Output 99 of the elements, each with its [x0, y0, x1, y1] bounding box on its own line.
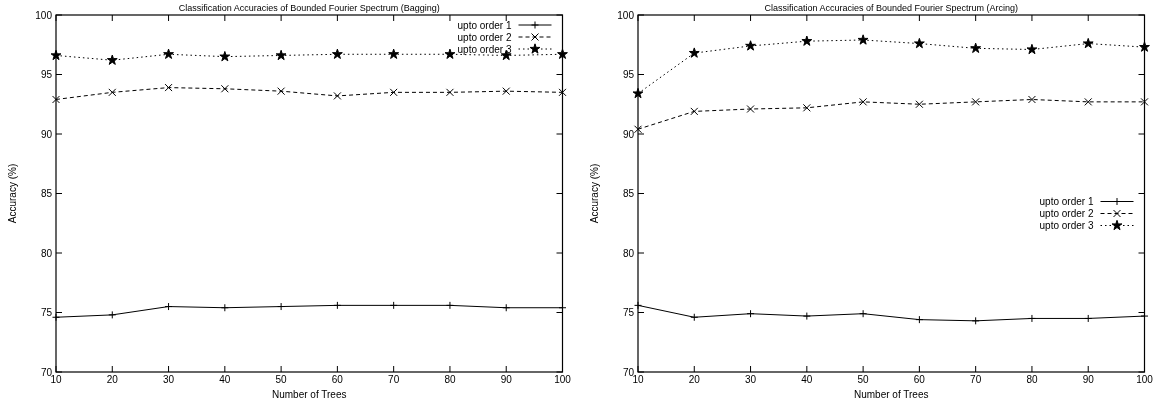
point	[1140, 97, 1148, 106]
x-tick-label: 20	[106, 374, 119, 386]
y-tick-label: 85	[40, 188, 53, 199]
point	[52, 313, 60, 322]
point	[108, 310, 117, 319]
x-tick-label: 30	[162, 374, 175, 386]
x-tick-label: 40	[219, 374, 231, 386]
point	[1027, 95, 1036, 104]
chart-title: Classification Accuracies of Bounded Fourier Spectrum (Bagging)	[178, 3, 440, 13]
point	[445, 88, 454, 97]
legend-label: upto order 3	[1039, 220, 1094, 231]
point	[220, 303, 229, 312]
point	[969, 42, 981, 53]
point	[1027, 314, 1036, 323]
y-tick-label: 85	[622, 188, 634, 199]
y-tick-label: 95	[40, 69, 53, 80]
point	[746, 105, 755, 114]
x-tick-label: 100	[554, 374, 572, 386]
x-tick-label: 90	[1082, 374, 1094, 386]
point	[802, 103, 811, 112]
point	[108, 88, 117, 97]
point	[1082, 37, 1094, 49]
y-tick-label: 100	[35, 9, 53, 21]
x-tick-label: 60	[331, 374, 344, 386]
point	[632, 87, 643, 99]
point	[971, 316, 980, 325]
legend-label: upto order 2	[457, 31, 512, 43]
point	[444, 48, 456, 59]
legend-label: upto order 2	[1039, 208, 1094, 219]
point	[689, 107, 698, 116]
y-tick-label: 95	[622, 69, 634, 80]
point	[689, 313, 698, 322]
point	[52, 95, 60, 104]
point	[633, 301, 642, 310]
point	[164, 83, 173, 92]
point	[445, 301, 454, 310]
y-tick-label: 80	[40, 247, 53, 259]
y-tick-label: 70	[622, 366, 634, 378]
point	[333, 91, 342, 100]
legend-label: upto order 1	[457, 19, 512, 31]
point	[389, 301, 398, 310]
y-tick-label: 75	[622, 307, 634, 318]
point	[746, 309, 755, 318]
x-tick-label: 40	[800, 374, 813, 386]
x-tick-label: 80	[1025, 374, 1038, 386]
x-tick-label: 30	[744, 374, 757, 386]
x-tick-label: 60	[913, 374, 925, 386]
point	[106, 54, 118, 65]
x-tick-label: 100	[1135, 374, 1153, 386]
x-axis-title: Number of Trees	[272, 389, 347, 400]
y-tick-label: 80	[622, 247, 634, 259]
point	[502, 303, 511, 312]
point	[744, 40, 756, 51]
y-axis-title: Accuracy (%)	[588, 163, 600, 224]
point	[558, 88, 567, 97]
point	[220, 84, 229, 93]
point	[388, 48, 400, 59]
point	[857, 34, 869, 45]
y-tick-label: 75	[40, 307, 53, 318]
y-tick-label: 90	[622, 128, 634, 140]
y-tick-label: 90	[40, 128, 53, 140]
point	[275, 49, 287, 61]
point	[914, 315, 923, 324]
point	[164, 302, 173, 311]
point	[389, 88, 398, 97]
point	[633, 125, 642, 134]
point	[971, 97, 980, 106]
point	[50, 49, 62, 61]
x-tick-label: 90	[500, 374, 513, 386]
y-axis-title: Accuracy (%)	[7, 163, 18, 224]
point	[688, 47, 700, 58]
point	[1026, 43, 1037, 55]
x-tick-label: 70	[388, 374, 400, 386]
point	[219, 50, 231, 62]
legend-label: upto order 1	[1039, 196, 1094, 207]
x-tick-label: 20	[688, 374, 700, 386]
point	[914, 100, 923, 109]
point	[858, 309, 867, 318]
point	[333, 301, 342, 310]
legend-label: upto order 3	[457, 43, 512, 55]
x-tick-label: 80	[444, 374, 456, 386]
point	[802, 312, 811, 321]
point	[277, 302, 286, 311]
point	[1083, 97, 1092, 106]
chart-title: Classification Accuracies of Bounded Fourier Spectrum (Arcing)	[763, 3, 1018, 13]
point	[913, 37, 925, 49]
y-tick-label: 100	[616, 9, 634, 21]
x-axis-title: Number of Trees	[853, 389, 928, 400]
point	[277, 87, 286, 96]
point	[163, 48, 174, 59]
point	[858, 97, 867, 106]
x-tick-label: 50	[275, 374, 288, 386]
point	[800, 35, 812, 46]
point	[331, 48, 343, 59]
point	[1138, 41, 1150, 52]
point	[502, 87, 511, 96]
x-tick-label: 70	[969, 374, 982, 386]
x-tick-label: 50	[857, 374, 869, 386]
point	[557, 48, 568, 59]
